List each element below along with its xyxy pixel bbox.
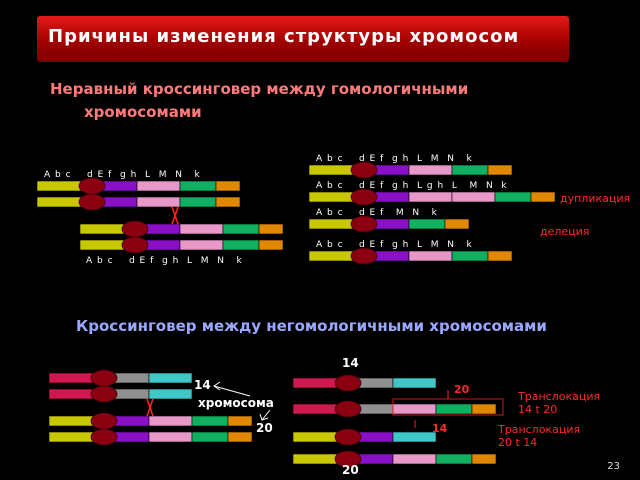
chromosome-left-2-segment-5 [215,196,241,208]
number-14-top: 14 [342,356,359,370]
chromosome-left-1-segment-3 [136,180,181,192]
chromosome-20t14-segment-3 [392,431,437,443]
gene-label-right-2: A b c d E f g h L g h L M N k [316,181,508,191]
gene-label-left-top: A b c d E f g h L M N k [44,170,201,180]
chromosome-right-duplication-segment-3 [408,191,453,203]
chromosome-20-b-centromere [90,428,118,446]
chromosome-left-1-segment-4 [179,180,217,192]
deletion-label: делеция [540,225,590,238]
chromosome-left-2-segment-3 [136,196,181,208]
chromosome-right-normal-centromere [350,161,378,179]
chromosome-right-duplication-segment-4 [451,191,496,203]
chromosome-right-normal-segment-5 [487,164,513,176]
chromosome-20t14-centromere [334,428,362,446]
number-14-red: 14 [432,422,448,435]
chromosome-20-b-segment-4 [191,431,229,443]
chromosome-20-a-segment-5 [227,415,253,427]
chromosome-right-normal-segment-4 [451,164,489,176]
chromosome-14t20-centromere [334,400,362,418]
arrow-to-14 [213,385,251,397]
chromosome-left-2-centromere [78,193,106,211]
chromosome-14-b-segment-3 [148,388,193,400]
chromosome-label: хромосома [198,396,274,410]
chromosome-14t20-segment-4 [435,403,473,415]
chromosome-14-b-centromere [90,385,118,403]
arrow-to-20 [261,409,271,421]
chromosome-20-normal-segment-3 [392,453,437,465]
chromosome-left-4-centromere [121,236,149,254]
chromosome-left-4-segment-3 [179,239,224,251]
chromosome-right-deletion-segment-4 [444,218,470,230]
chromosome-20-normal-segment-5 [471,453,497,465]
chromosome-right-normal-2-centromere [350,247,378,265]
chromosome-20-b-segment-3 [148,431,193,443]
heading-unequal-crossover-line2: хромосомами [84,103,202,121]
slide-title: Причины изменения структуры хромосом [48,26,520,47]
chromosome-right-duplication-segment-6 [530,191,556,203]
chromosome-14t20-segment-3 [392,403,437,415]
chromosome-left-3-segment-3 [179,223,224,235]
title-bar [37,16,569,62]
gene-label-right-4: A b c d E f g h L M N k [316,240,473,250]
chromosome-left-2-segment-4 [179,196,217,208]
chromosome-right-normal-2-segment-4 [451,250,489,262]
chromosome-left-1-centromere [78,177,106,195]
page-number: 23 [607,461,620,472]
gene-label-right-1: A b c d E f g h L M N k [316,154,473,164]
crossover-line-1b [171,206,179,225]
duplication-label: дупликация [560,192,631,205]
chromosome-20-a-segment-3 [148,415,193,427]
heading-nonhomologous-crossover: Кроссинговер между негомологичными хромо… [76,317,547,335]
number-20-left: 20 [256,421,273,435]
chromosome-right-normal-2-segment-3 [408,250,453,262]
chromosome-right-normal-2-segment-5 [487,250,513,262]
number-14-left: 14 [194,378,211,392]
chromosome-left-3-segment-4 [222,223,260,235]
chromosome-right-normal-segment-3 [408,164,453,176]
chromosome-right-deletion-segment-3 [408,218,446,230]
number-20-bottom: 20 [342,463,359,477]
chromosome-20-normal-centromere [334,450,362,468]
translocation-14t20-line2: 14 t 20 [518,403,558,416]
chromosome-left-1-segment-5 [215,180,241,192]
number-20-red: 20 [454,383,470,396]
translocation-20t14-line1: Транслокация [498,423,581,436]
gene-label-right-3: A b c d E f M N k [316,208,438,218]
heading-unequal-crossover-line1: Неравный кроссинговер между гомологичным… [50,80,469,98]
chromosome-20-b-segment-5 [227,431,253,443]
translocation-14t20-line1: Транслокация [518,390,601,403]
chromosome-left-3-centromere [121,220,149,238]
chromosome-14-a-centromere [90,369,118,387]
chromosome-14-normal-centromere [334,374,362,392]
chromosome-20-a-centromere [90,412,118,430]
crossover-line-2b [146,398,154,417]
chromosome-20-normal-segment-4 [435,453,473,465]
arrowhead-20 [259,413,269,421]
chromosome-14-normal-segment-3 [392,377,437,389]
chromosome-20-a-segment-4 [191,415,229,427]
arrowhead-14 [213,381,221,391]
chromosome-right-deletion-centromere [350,215,378,233]
chromosome-left-4-segment-5 [258,239,284,251]
chromosome-14-a-segment-3 [148,372,193,384]
chromosome-left-4-segment-4 [222,239,260,251]
chromosome-14t20-segment-5 [471,403,497,415]
chromosome-left-3-segment-5 [258,223,284,235]
gene-label-left-bottom: A b c d E f g h L M N k [86,256,243,266]
translocation-20t14-line2: 20 t 14 [498,436,538,449]
chromosome-right-duplication-centromere [350,188,378,206]
chromosome-right-duplication-segment-5 [494,191,532,203]
